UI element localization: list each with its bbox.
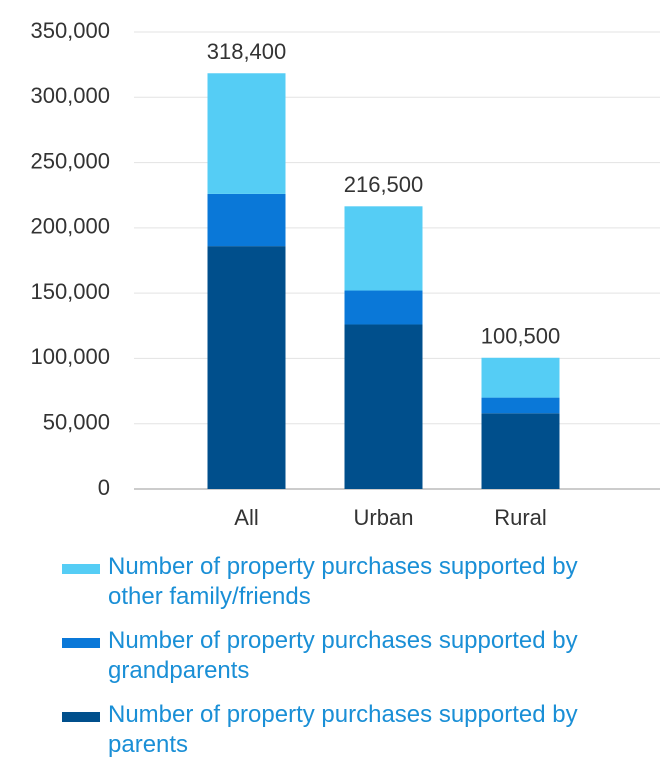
legend-label: Number of property purchases supported b…	[108, 701, 578, 758]
legend-label: Number of property purchases supported b…	[108, 553, 578, 610]
y-tick-label: 150,000	[30, 279, 110, 304]
y-tick-label: 300,000	[30, 83, 110, 108]
bar-segment	[207, 73, 286, 194]
x-tick-label: All	[234, 505, 258, 530]
y-tick-label: 200,000	[30, 214, 110, 239]
legend-swatch	[62, 712, 100, 722]
legend-swatch	[62, 564, 100, 574]
x-tick-label: Rural	[494, 505, 547, 530]
chart: 0 50,000 100,000 150,000 200,000 250,000 300,0…	[30, 18, 660, 530]
legend-label: Number of property purchases supported b…	[108, 627, 578, 684]
bar-segment	[481, 413, 560, 489]
y-tick-label: 0	[98, 475, 110, 500]
legend-item: Number of property purchases supported b…	[62, 626, 622, 686]
legend-item: Number of property purchases supported b…	[62, 552, 622, 612]
legend-swatch	[62, 638, 100, 648]
total-label: 216,500	[344, 172, 424, 197]
bar-segment	[481, 397, 560, 414]
bar-segment	[344, 290, 423, 325]
y-tick-label: 50,000	[43, 410, 110, 435]
y-tick-label: 350,000	[30, 18, 110, 43]
bar-segment	[207, 246, 286, 489]
legend: Number of property purchases supported b…	[62, 552, 622, 774]
y-tick-label: 250,000	[30, 148, 110, 173]
total-label: 100,500	[481, 324, 561, 349]
bar-segment	[344, 206, 423, 291]
bar-segment	[207, 193, 286, 247]
bar-segment	[344, 324, 423, 489]
bar-segment	[481, 357, 560, 398]
legend-item: Number of property purchases supported b…	[62, 700, 622, 760]
x-tick-label: Urban	[354, 505, 414, 530]
y-tick-label: 100,000	[30, 344, 110, 369]
total-label: 318,400	[207, 39, 287, 64]
